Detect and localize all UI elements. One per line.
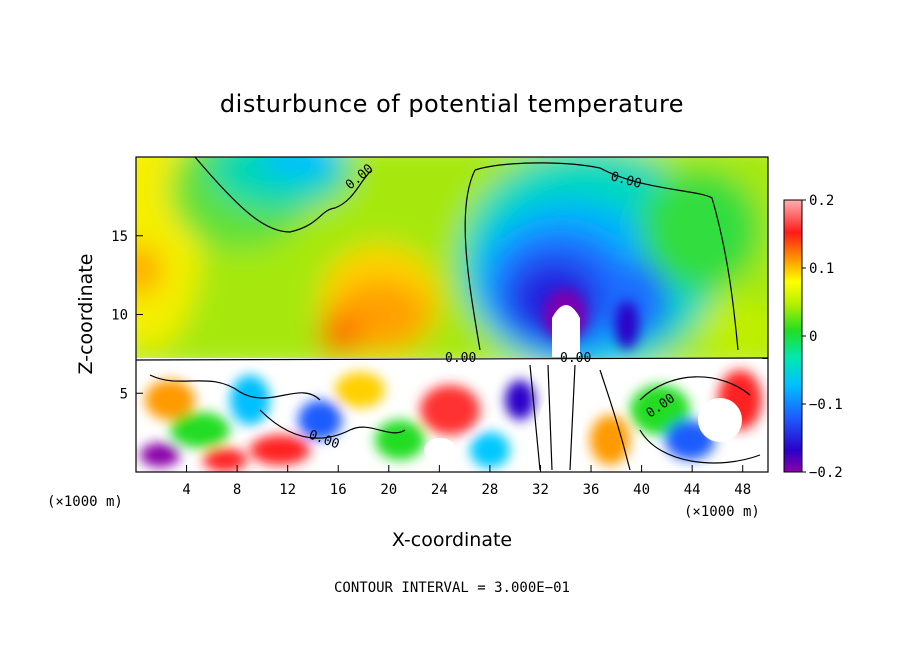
plot-area: 0.00 0.00 0.00 0.00 0.00 0.00: [136, 157, 768, 472]
x-tick-label: 36: [583, 482, 600, 498]
colorbar-tick-label: 0.1: [809, 261, 834, 277]
colorbar: 0.2 0.1 0 −0.1 −0.2: [783, 193, 843, 481]
contour-label: 0.00: [445, 351, 476, 366]
colorbar-tick-label: −0.1: [809, 397, 843, 413]
x-tick-label: 12: [279, 482, 296, 498]
colorbar-tick-label: −0.2: [809, 465, 843, 481]
x-tick-label: 8: [233, 482, 241, 498]
y-axis-label: Z-coordinate: [75, 254, 97, 375]
contour-interval: CONTOUR INTERVAL = 3.000E−01: [334, 580, 570, 596]
contour-label: 0.00: [560, 351, 591, 366]
colorbar-gradient: [783, 199, 803, 473]
x-tick-label: 44: [684, 482, 701, 498]
x-unit-label: (×1000 m): [47, 494, 123, 510]
y-tick-label: 10: [111, 308, 128, 324]
x-axis-label: X-coordinate: [392, 529, 512, 551]
y-tick-label: 15: [111, 229, 128, 245]
y-tick-label: 5: [120, 386, 128, 402]
x-unit-label-right: (×1000 m): [684, 504, 760, 520]
x-axis: 4 8 12 16 20 24 28 32 36 40 44 48: [182, 465, 751, 498]
x-tick-label: 32: [532, 482, 549, 498]
x-tick-label: 16: [330, 482, 347, 498]
x-tick-label: 24: [431, 482, 448, 498]
x-tick-label: 48: [734, 482, 751, 498]
x-tick-label: 4: [182, 482, 190, 498]
x-tick-label: 28: [481, 482, 498, 498]
x-tick-label: 20: [380, 482, 397, 498]
colorbar-tick-label: 0: [809, 329, 817, 345]
colorbar-tick-label: 0.2: [809, 193, 834, 209]
y-axis: 5 10 15: [111, 229, 143, 402]
x-tick-label: 40: [633, 482, 650, 498]
chart-title: disturbunce of potential temperature: [220, 90, 684, 118]
